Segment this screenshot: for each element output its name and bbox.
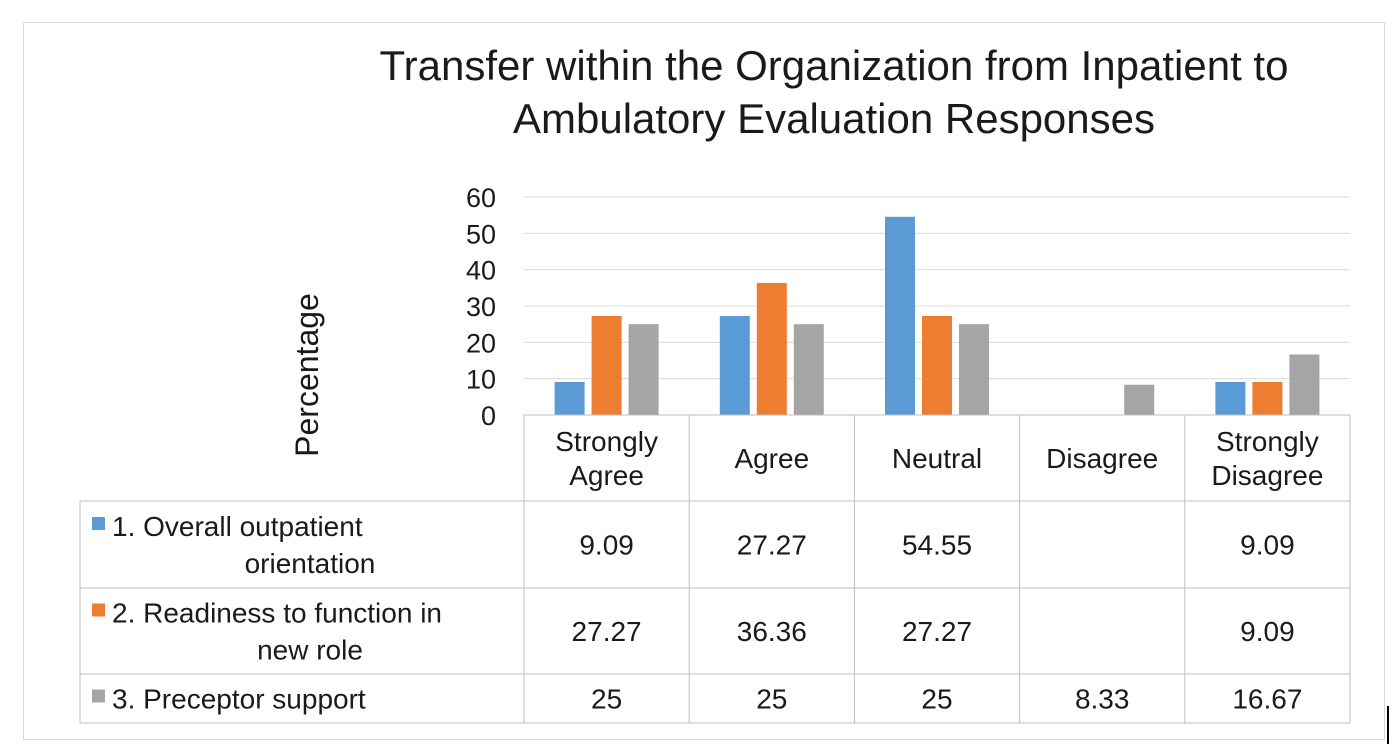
bar — [756, 282, 787, 415]
category-label: Neutral — [892, 443, 982, 474]
y-tick-label: 60 — [466, 183, 496, 213]
data-label: 27.27 — [572, 616, 642, 647]
y-tick-label: 10 — [466, 365, 496, 395]
bar — [591, 315, 622, 415]
data-label: 25 — [591, 684, 622, 715]
data-label: 16.67 — [1232, 684, 1302, 715]
legend-label: 1. Overall outpatient — [112, 511, 363, 542]
category-label: Strongly — [1216, 426, 1319, 457]
legend-swatch — [92, 517, 105, 530]
data-label: 54.55 — [902, 530, 972, 561]
bar — [719, 315, 750, 415]
data-label: 27.27 — [902, 616, 972, 647]
legend-swatch — [92, 689, 105, 703]
chart-title-line-1: Transfer within the Organization from In… — [380, 42, 1289, 89]
bar — [628, 324, 659, 415]
legend-label: 2. Readiness to function in — [112, 598, 442, 629]
data-label: 9.09 — [1240, 616, 1295, 647]
bar — [959, 324, 989, 415]
data-label: 36.36 — [737, 616, 807, 647]
y-tick-label: 50 — [466, 219, 496, 249]
data-label: 25 — [921, 684, 952, 715]
category-label: Disagree — [1211, 460, 1323, 491]
data-label: 9.09 — [1240, 530, 1295, 561]
y-tick-label: 20 — [466, 328, 496, 358]
data-label: 8.33 — [1075, 684, 1130, 715]
y-axis-label: Percentage — [289, 293, 325, 457]
y-tick-label: 30 — [466, 292, 496, 322]
bar — [1124, 384, 1155, 415]
bar — [1215, 381, 1246, 415]
bar — [1289, 354, 1320, 415]
chart-title-line-2: Ambulatory Evaluation Responses — [513, 95, 1155, 142]
category-label: Strongly — [555, 426, 658, 457]
data-label: 9.09 — [579, 530, 634, 561]
text-cursor — [1387, 706, 1389, 744]
legend-swatch — [92, 603, 105, 617]
y-tick-label: 0 — [481, 401, 496, 431]
y-tick-label: 40 — [466, 256, 496, 286]
bars — [554, 216, 1320, 415]
category-label: Agree — [734, 443, 809, 474]
data-label: 27.27 — [737, 530, 807, 561]
bar — [885, 216, 915, 415]
category-label: Disagree — [1046, 443, 1158, 474]
category-label: Agree — [569, 460, 644, 491]
bar — [554, 381, 585, 415]
data-label: 25 — [756, 684, 787, 715]
legend-label: orientation — [245, 548, 376, 579]
bar — [1252, 381, 1283, 415]
chart-frame — [23, 22, 1385, 740]
legend-label: new role — [257, 635, 363, 666]
y-tick-labels: 0 10 20 30 40 50 60 — [466, 183, 496, 431]
bar — [922, 315, 952, 415]
bar — [793, 324, 824, 415]
legend-label: 3. Preceptor support — [112, 684, 366, 715]
